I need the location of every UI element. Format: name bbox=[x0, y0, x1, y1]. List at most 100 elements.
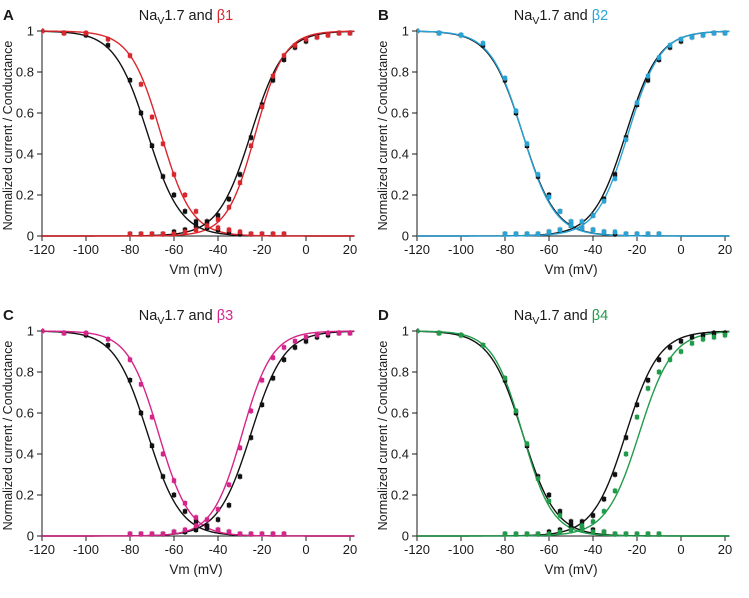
x-tick-label: 0 bbox=[677, 242, 684, 257]
x-tick-label: -60 bbox=[165, 242, 184, 257]
title-subscript: V bbox=[532, 315, 539, 327]
data-point bbox=[480, 343, 486, 348]
x-tick-label: -120 bbox=[29, 242, 55, 257]
x-tick-label: -40 bbox=[209, 242, 228, 257]
fit-curve bbox=[417, 30, 730, 237]
y-tick-label: 0.8 bbox=[391, 65, 409, 80]
data-point bbox=[700, 337, 706, 342]
data-point bbox=[303, 334, 309, 340]
data-point bbox=[557, 509, 563, 514]
data-point bbox=[689, 34, 695, 40]
data-point bbox=[215, 517, 221, 522]
data-point bbox=[171, 478, 177, 483]
data-point bbox=[689, 334, 695, 340]
y-tick-label: 1 bbox=[402, 24, 409, 39]
x-tick-label: 20 bbox=[343, 542, 357, 557]
data-point bbox=[149, 531, 155, 537]
data-point bbox=[458, 332, 464, 338]
data-point bbox=[193, 219, 199, 224]
data-point bbox=[579, 527, 585, 533]
x-tick-label: -60 bbox=[540, 242, 559, 257]
data-point bbox=[656, 231, 662, 237]
data-point bbox=[160, 451, 166, 457]
data-point bbox=[590, 227, 596, 233]
data-point bbox=[612, 488, 618, 494]
data-point bbox=[623, 531, 629, 537]
chart-svg: B NaV1.7 and β2 -120 -100 -80 -60 -40 -20 0 20 0 0.… bbox=[376, 7, 732, 277]
data-point bbox=[127, 53, 133, 58]
y-tick-label: 0.6 bbox=[391, 106, 409, 121]
data-point bbox=[417, 28, 420, 34]
data-point bbox=[204, 517, 210, 522]
data-point bbox=[303, 339, 309, 344]
data-point bbox=[226, 503, 232, 508]
data-point bbox=[193, 523, 199, 528]
data-point bbox=[127, 378, 133, 383]
data-point bbox=[281, 345, 287, 350]
data-point bbox=[171, 529, 177, 535]
data-point bbox=[623, 451, 629, 457]
x-tick-label: -60 bbox=[540, 542, 559, 557]
data-point bbox=[590, 529, 596, 535]
x-tick-label: -20 bbox=[253, 542, 272, 557]
data-point bbox=[678, 349, 684, 354]
data-point bbox=[325, 330, 331, 336]
y-tick-label: 0 bbox=[402, 229, 409, 244]
data-point bbox=[270, 231, 276, 237]
data-point bbox=[634, 531, 640, 537]
y-tick-label: 0 bbox=[402, 529, 409, 544]
data-point bbox=[160, 531, 166, 537]
data-point bbox=[645, 378, 651, 383]
panel-b: B NaV1.7 and β2 -120 -100 -80 -60 -40 -20 0 20 0 0.… bbox=[375, 0, 749, 298]
data-point bbox=[61, 330, 67, 336]
data-point bbox=[601, 198, 607, 204]
x-axis-label: Vm (mV) bbox=[169, 262, 222, 277]
fit-curve bbox=[42, 30, 355, 237]
data-point bbox=[149, 231, 155, 237]
data-point bbox=[524, 441, 530, 446]
data-point bbox=[678, 37, 684, 42]
data-point bbox=[182, 509, 188, 514]
y-tick-label: 0.4 bbox=[391, 447, 409, 462]
data-point bbox=[557, 209, 563, 214]
data-point bbox=[656, 357, 662, 362]
data-point bbox=[226, 529, 232, 535]
data-point bbox=[513, 108, 519, 114]
data-point bbox=[215, 213, 221, 218]
data-point bbox=[83, 330, 89, 336]
x-tick-label: -80 bbox=[496, 242, 515, 257]
data-point bbox=[590, 519, 596, 524]
data-point bbox=[248, 231, 254, 237]
title-beta: β2 bbox=[592, 8, 608, 24]
data-point bbox=[524, 531, 530, 537]
chart-svg: A NaV1.7 and β1 -120 -100 -80 -60 -40 -20 0 20 0 0.… bbox=[1, 7, 357, 277]
data-point bbox=[436, 330, 442, 336]
data-point bbox=[237, 172, 243, 177]
y-axis-label: Normalized current / Conductance bbox=[1, 41, 15, 231]
chart-title: NaV1.7 and β1 bbox=[139, 8, 233, 27]
data-point bbox=[645, 531, 651, 537]
x-tick-label: -100 bbox=[448, 242, 474, 257]
data-point bbox=[237, 531, 243, 537]
data-point bbox=[557, 227, 563, 233]
data-point bbox=[270, 531, 276, 537]
data-point bbox=[182, 501, 188, 506]
data-point bbox=[645, 73, 651, 79]
y-tick-label: 0.2 bbox=[16, 188, 34, 203]
title-prefix: Na bbox=[514, 308, 533, 324]
data-point bbox=[281, 231, 287, 237]
data-point bbox=[127, 78, 133, 83]
data-point bbox=[105, 337, 111, 342]
data-point bbox=[612, 531, 618, 537]
data-point bbox=[204, 523, 210, 528]
data-point bbox=[193, 227, 199, 233]
data-point bbox=[502, 75, 508, 81]
x-tick-label: -60 bbox=[165, 542, 184, 557]
x-tick-label: -100 bbox=[73, 242, 99, 257]
data-point bbox=[645, 386, 651, 391]
data-point bbox=[656, 531, 662, 537]
data-point bbox=[612, 172, 618, 177]
fit-curve bbox=[417, 30, 730, 237]
panel-d: D NaV1.7 and β4 -120 -100 -80 -60 -40 -20 0 20 0 0.… bbox=[375, 300, 749, 598]
fit-curve bbox=[42, 330, 355, 537]
